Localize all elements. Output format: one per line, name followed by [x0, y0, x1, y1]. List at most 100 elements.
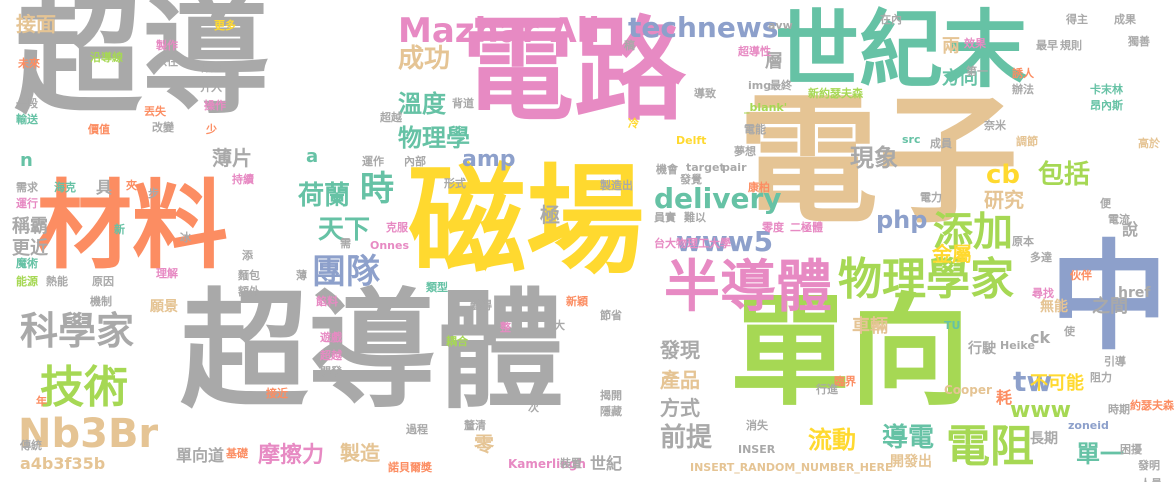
- word: 一段: [16, 97, 38, 110]
- word: 薄: [296, 269, 307, 282]
- word: pair: [722, 161, 747, 174]
- word: 添: [242, 249, 253, 262]
- word: img: [748, 79, 772, 92]
- word: 世紀末: [775, 1, 1028, 99]
- word: 製作: [156, 39, 178, 52]
- word: 物理學家: [838, 254, 1014, 305]
- word: 過程: [406, 423, 428, 436]
- word: href: [1118, 285, 1151, 301]
- word: 最終: [770, 79, 792, 92]
- word: 節省: [600, 309, 622, 322]
- word: 價值: [88, 123, 110, 136]
- word: 原本: [1012, 235, 1034, 248]
- word: 高於: [1138, 137, 1160, 150]
- word: ck: [1030, 328, 1051, 347]
- word: 阻力: [1090, 371, 1112, 384]
- word: 極: [540, 203, 560, 227]
- word: INSERT_RANDOM_NUMBER_HERE: [690, 461, 893, 474]
- word: 次: [528, 401, 539, 414]
- word: 整: [500, 321, 511, 334]
- word: 操作: [204, 99, 226, 112]
- word: 電能: [744, 123, 766, 136]
- word: php: [876, 206, 928, 234]
- word: 年: [36, 395, 47, 408]
- word: a: [306, 146, 319, 167]
- word: 困擾: [1120, 443, 1142, 456]
- word: Mazhar Ali: [398, 11, 600, 51]
- word: 單向道: [176, 446, 225, 465]
- word: 二極體: [790, 221, 823, 234]
- word: 電流: [1108, 213, 1130, 226]
- word: 釐清: [464, 419, 486, 432]
- word: 餡料: [316, 295, 338, 308]
- word: 便: [1100, 197, 1111, 210]
- word: 超導性: [738, 45, 771, 58]
- word: 稱霸: [12, 216, 48, 237]
- word: amp: [462, 147, 516, 172]
- word: 員實: [654, 211, 676, 224]
- word: 耗: [996, 388, 1013, 407]
- word: 克服: [386, 221, 408, 234]
- word: 方式: [660, 396, 700, 420]
- word: 規則: [1060, 39, 1082, 52]
- word: 技術: [40, 362, 128, 413]
- word: 運作: [362, 155, 384, 168]
- word: 運行: [16, 197, 38, 210]
- word: 超越: [380, 111, 402, 124]
- word: 夾: [126, 179, 137, 192]
- word: 發覺: [680, 173, 702, 186]
- word: 磁場: [408, 152, 645, 290]
- word: 伙伴: [1070, 269, 1092, 282]
- word: 能源: [16, 275, 38, 288]
- word: 隱藏: [600, 405, 622, 418]
- word: 第一: [966, 65, 988, 78]
- word: 誘人: [1012, 67, 1034, 80]
- word: Heike: [1000, 339, 1035, 352]
- word: 方向: [942, 68, 978, 89]
- word: avw: [768, 19, 793, 32]
- word: 研究: [984, 188, 1024, 212]
- word: 大: [554, 319, 565, 332]
- word: 車輛: [852, 316, 888, 337]
- word: 製造出: [600, 179, 633, 192]
- word: Onnes: [370, 239, 410, 252]
- word: technews: [628, 11, 779, 44]
- word: 裝置: [560, 457, 582, 470]
- word: 多達: [1030, 251, 1052, 264]
- word: 改變: [152, 121, 174, 134]
- word: 機會: [656, 163, 678, 176]
- word: cb: [986, 160, 1021, 190]
- word: n: [20, 150, 33, 171]
- word: 行進: [816, 383, 838, 396]
- word: 層: [765, 51, 783, 72]
- word: TU: [944, 319, 961, 332]
- word: 在內: [880, 13, 902, 26]
- word: 台大物理工大學: [654, 237, 731, 250]
- word: 開發: [320, 365, 342, 378]
- word: 傳統: [20, 439, 42, 452]
- word: 製造: [340, 441, 380, 465]
- word: 中: [1050, 228, 1169, 366]
- word: 稿: [624, 39, 635, 52]
- word: 電阻: [946, 421, 1034, 472]
- word: 得主: [1066, 13, 1088, 26]
- word: 揭開: [600, 389, 622, 402]
- word: 類型: [426, 281, 448, 294]
- word: www: [1010, 398, 1071, 423]
- word: 作用: [200, 61, 222, 74]
- word: 效果: [964, 37, 986, 50]
- word: Delft: [676, 134, 707, 147]
- word: 包括: [1038, 160, 1091, 190]
- word: 不可能: [1030, 373, 1084, 394]
- word: a4b3f35b: [20, 454, 106, 473]
- word: 人員: [1140, 478, 1162, 482]
- word: 熱能: [46, 275, 68, 288]
- word: src: [902, 133, 921, 146]
- word: 成功: [398, 44, 451, 74]
- word: Kamerlingh: [508, 457, 586, 471]
- word: 獨善: [1128, 35, 1150, 48]
- word: 願景: [150, 299, 178, 315]
- word: 以往: [156, 55, 178, 68]
- word: 變得: [470, 299, 492, 312]
